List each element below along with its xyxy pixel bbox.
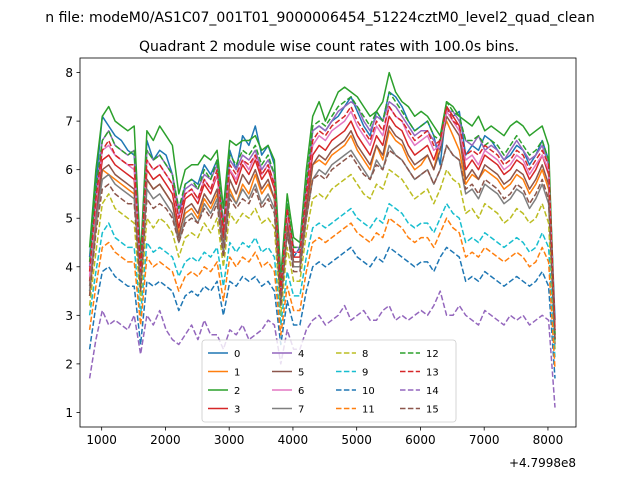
series-line-12 <box>88 91 556 340</box>
x-offset-label: +4.7998e8 <box>509 456 576 470</box>
y-tick-label: 7 <box>65 115 73 129</box>
legend-label-8: 8 <box>362 349 368 360</box>
series-line-5 <box>88 115 556 335</box>
series-line-2 <box>88 71 556 335</box>
legend-label-3: 3 <box>234 405 240 416</box>
x-tick-label: 5000 <box>341 433 372 447</box>
legend-label-14: 14 <box>426 386 439 397</box>
x-tick-label: 4000 <box>278 433 309 447</box>
figure-suptitle: n file: modeM0/AS1C07_001T01_9000006454_… <box>45 10 594 26</box>
series-line-13 <box>88 105 556 330</box>
x-tick-label: 6000 <box>405 433 436 447</box>
series-line-15 <box>88 144 556 340</box>
chart-title: Quadrant 2 module wise count rates with … <box>139 39 519 55</box>
series-layer <box>88 71 556 408</box>
legend-label-15: 15 <box>426 405 439 416</box>
series-line-9 <box>88 202 556 360</box>
series-line-14 <box>88 290 556 408</box>
y-tick-label: 3 <box>65 309 73 323</box>
y-tick-label: 8 <box>65 66 73 80</box>
x-tick-label: 3000 <box>214 433 245 447</box>
series-line-3 <box>88 105 556 330</box>
legend-label-0: 0 <box>234 349 240 360</box>
x-tick-label: 2000 <box>150 433 181 447</box>
series-line-7 <box>88 144 556 345</box>
legend-label-5: 5 <box>298 368 304 379</box>
legend-box <box>201 339 457 423</box>
y-tick-label: 5 <box>65 212 73 226</box>
x-tick-label: 7000 <box>469 433 500 447</box>
legend-label-11: 11 <box>362 405 375 416</box>
series-line-8 <box>88 168 556 350</box>
series-line-10 <box>88 246 556 379</box>
legend-label-13: 13 <box>426 368 439 379</box>
y-tick-label: 4 <box>65 260 73 274</box>
y-tick-label: 2 <box>65 357 73 371</box>
series-line-11 <box>88 217 556 369</box>
legend-label-2: 2 <box>234 386 240 397</box>
x-tick-label: 1000 <box>86 433 117 447</box>
legend-label-10: 10 <box>362 386 375 397</box>
legend-label-7: 7 <box>298 405 304 416</box>
legend-label-9: 9 <box>362 368 368 379</box>
legend-label-12: 12 <box>426 349 439 360</box>
y-tick-label: 6 <box>65 163 73 177</box>
y-tick-label: 1 <box>65 406 73 420</box>
x-tick-label: 8000 <box>533 433 564 447</box>
plot-frame <box>79 57 577 428</box>
legend-label-6: 6 <box>298 386 304 397</box>
legend-label-1: 1 <box>234 368 240 379</box>
legend-label-4: 4 <box>298 349 304 360</box>
